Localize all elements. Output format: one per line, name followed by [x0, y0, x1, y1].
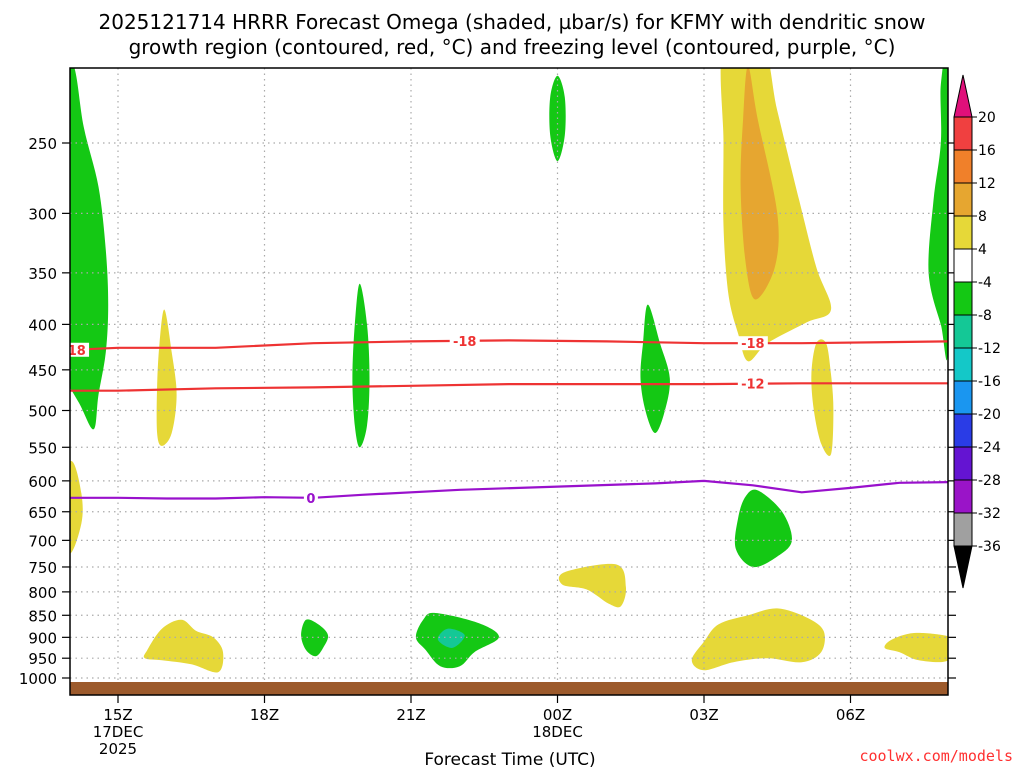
dgz-contour-1-label-bg-0 — [737, 376, 768, 391]
omega-shaded-regions — [70, 68, 948, 673]
colorbar-bin-2 — [953, 182, 973, 217]
colorbar-top-arrow — [953, 74, 973, 118]
colorbar-label-8: -16 — [978, 374, 1001, 390]
omega-region-6 — [740, 68, 779, 300]
colorbar-label-7: -12 — [978, 341, 1001, 357]
y-tick-label-13: 900 — [28, 629, 57, 647]
freezing-level-contour-line — [70, 479, 948, 500]
colorbar-bin-9 — [953, 413, 973, 448]
colorbar-label-12: -32 — [978, 506, 1001, 522]
colorbar: 20 16 12 8 4 -4 -8 -12 -16 -20 -24 -28 -32 -36 — [953, 74, 1001, 589]
omega-region-2 — [352, 283, 370, 448]
colorbar-bin-3 — [953, 215, 973, 250]
y-tick-label-6: 550 — [28, 439, 57, 457]
colorbar-bin-4 — [953, 248, 973, 283]
omega-region-4 — [640, 304, 670, 433]
y-tick-label-1: 300 — [28, 205, 57, 223]
y-tick-label-2: 350 — [28, 265, 57, 283]
colorbar-bin-11 — [953, 479, 973, 514]
y-tick-label-5: 500 — [28, 403, 57, 421]
chart-title-line-1: 2025121714 HRRR Forecast Omega (shaded, … — [99, 10, 926, 34]
colorbar-label-6: -8 — [978, 308, 992, 324]
omega-region-14 — [143, 619, 224, 673]
omega-region-0 — [70, 68, 109, 430]
x-tick-label-0: 15Z — [103, 706, 132, 724]
x-tick-label-3: 00Z — [543, 706, 572, 724]
colorbar-label-13: -36 — [978, 539, 1001, 555]
colorbar-bottom-arrow — [953, 545, 973, 589]
x-tick-label-1: 18Z — [250, 706, 279, 724]
dgz-contour-0-line — [70, 339, 948, 352]
colorbar-bin-0 — [953, 116, 973, 151]
omega-region-1 — [156, 309, 177, 446]
grid-lines — [70, 68, 948, 695]
colorbar-label-3: 8 — [978, 209, 987, 225]
x-axis-label: Forecast Time (UTC) — [424, 750, 595, 768]
colorbar-bin-8 — [953, 380, 973, 415]
x-tick-sublabel-3: 18DEC — [532, 723, 583, 741]
omega-region-5 — [720, 68, 832, 362]
colorbar-bin-10 — [953, 446, 973, 481]
dgz-contour-0-label-bg-1 — [449, 333, 480, 348]
omega-region-7 — [811, 339, 834, 456]
colorbar-bin-5 — [953, 281, 973, 316]
dgz-contour-0-label-1: -18 — [453, 335, 477, 350]
dgz-contour-0-label-bg-2 — [737, 336, 768, 351]
colorbar-bin-7 — [953, 347, 973, 382]
omega-region-8 — [928, 68, 948, 361]
y-tick-label-15: 1000 — [19, 670, 57, 688]
dgz-contour-1-label-0: -12 — [741, 378, 765, 393]
colorbar-label-0: 20 — [978, 110, 996, 126]
colorbar-bin-1 — [953, 149, 973, 184]
omega-region-15 — [301, 619, 329, 657]
dgz-contour-0-label-0: -18 — [62, 344, 86, 359]
y-tick-label-0: 250 — [28, 135, 57, 153]
omega-region-9 — [70, 461, 83, 554]
y-tick-label-10: 750 — [28, 559, 57, 577]
chart-title-line-2: growth region (contoured, red, °C) and f… — [129, 35, 896, 59]
contour-lines: -18 -18 -18 -12 0 — [62, 333, 948, 507]
plot-frame — [69, 67, 949, 696]
x-tick-label-5: 06Z — [836, 706, 865, 724]
y-tick-label-14: 950 — [28, 650, 57, 668]
omega-region-10 — [734, 489, 792, 568]
y-tick-label-7: 600 — [28, 473, 57, 491]
freezing-level-contour-label-0: 0 — [306, 492, 315, 507]
colorbar-label-10: -24 — [978, 440, 1001, 456]
freezing-level-contour-label-bg-0 — [303, 490, 318, 505]
credit-text: coolwx.com/models — [859, 747, 1013, 765]
y-axis-ticks: 250 300 350 400 450 500 550 600 650 700 750 800 850 9… — [19, 135, 956, 688]
colorbar-label-2: 12 — [978, 176, 996, 192]
y-tick-label-12: 850 — [28, 607, 57, 625]
x-tick-label-2: 21Z — [396, 706, 425, 724]
omega-region-13 — [884, 632, 948, 663]
colorbar-label-5: -4 — [978, 275, 992, 291]
colorbar-bin-12 — [953, 512, 973, 547]
y-tick-label-3: 400 — [28, 316, 57, 334]
ground-surface-bar — [70, 682, 948, 695]
colorbar-label-9: -20 — [978, 407, 1001, 423]
x-tick-sublabel-0: 17DEC — [93, 723, 144, 741]
colorbar-label-11: -28 — [978, 473, 1001, 489]
dgz-contour-0-label-2: -18 — [741, 337, 765, 352]
colorbar-label-1: 16 — [978, 143, 996, 159]
x-tick-year-0: 2025 — [99, 740, 137, 758]
colorbar-bin-6 — [953, 314, 973, 349]
x-tick-label-4: 03Z — [689, 706, 718, 724]
y-tick-label-11: 800 — [28, 584, 57, 602]
dgz-contour-0-label-bg-0 — [70, 342, 90, 357]
y-tick-label-8: 650 — [28, 504, 57, 522]
y-tick-label-9: 700 — [28, 532, 57, 550]
omega-region-11 — [558, 563, 627, 608]
omega-region-12 — [691, 608, 825, 671]
y-tick-label-4: 450 — [28, 362, 57, 380]
omega-region-17 — [437, 628, 465, 648]
colorbar-label-4: 4 — [978, 242, 987, 258]
